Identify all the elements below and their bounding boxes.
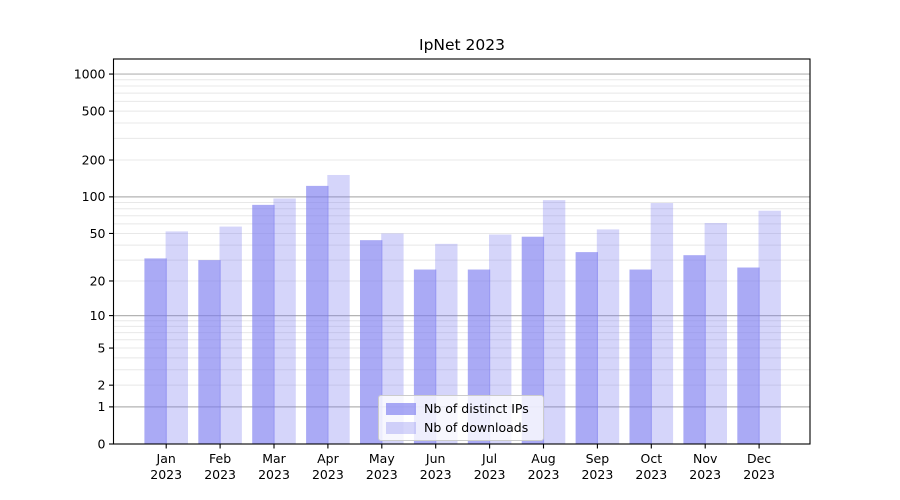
bar-nb-of-downloads-sep [596, 229, 620, 444]
y-tick-label: 10 [90, 308, 106, 323]
legend-swatch-distinct-ips [386, 402, 416, 415]
x-tick-label-month: Feb [209, 451, 231, 466]
chart-title: IpNet 2023 [419, 36, 505, 54]
bar-nb-of-distinct-ips-feb [198, 260, 221, 444]
legend-label-downloads: Nb of downloads [424, 420, 529, 435]
bar-nb-of-distinct-ips-mar [252, 204, 275, 444]
x-tick-label-month: Nov [693, 451, 718, 466]
y-tick-label: 1000 [74, 66, 106, 81]
x-tick-label-month: Dec [747, 451, 771, 466]
y-tick-label: 5 [98, 340, 106, 355]
x-tick-label-month: Sep [586, 451, 610, 466]
bar-nb-of-distinct-ips-dec [737, 267, 760, 444]
legend-swatch-downloads [386, 421, 416, 434]
bar-nb-of-downloads-jun [435, 243, 458, 444]
bar-nb-of-downloads-apr [327, 174, 350, 444]
x-tick-label-year: 2023 [420, 467, 452, 482]
bar-nb-of-downloads-nov [704, 223, 727, 444]
bar-nb-of-downloads-dec [758, 210, 781, 444]
x-tick-label-year: 2023 [312, 467, 344, 482]
x-tick-label-month: Jun [425, 451, 446, 466]
x-tick-label-year: 2023 [204, 467, 236, 482]
legend-item-downloads: Nb of downloads [386, 420, 536, 435]
legend-item-distinct-ips: Nb of distinct IPs [386, 401, 536, 416]
bar-nb-of-downloads-mar [273, 198, 296, 444]
x-tick-label-month: Jul [481, 451, 497, 466]
x-tick-label-year: 2023 [743, 467, 775, 482]
bar-nb-of-downloads-jan [165, 231, 188, 444]
bar-nb-of-distinct-ips-aug [521, 236, 545, 444]
x-tick-label-month: Jan [156, 451, 176, 466]
y-tick-label: 200 [82, 152, 106, 167]
x-tick-label-year: 2023 [150, 467, 182, 482]
bar-nb-of-downloads-oct [650, 203, 674, 444]
x-tick-label-month: Oct [640, 451, 662, 466]
x-tick-label-year: 2023 [635, 467, 667, 482]
bar-nb-of-distinct-ips-apr [306, 185, 329, 444]
bar-nb-of-distinct-ips-jan [144, 258, 167, 444]
plot-frame [112, 58, 811, 445]
y-tick-label: 500 [82, 103, 106, 118]
bar-nb-of-downloads-may [381, 233, 404, 444]
y-tick-label: 50 [90, 226, 106, 241]
legend-label-distinct-ips: Nb of distinct IPs [424, 401, 529, 416]
y-tick-label: 2 [98, 377, 106, 392]
y-tick-label: 20 [90, 273, 106, 288]
legend: Nb of distinct IPs Nb of downloads [378, 395, 544, 441]
x-tick-label-month: May [369, 451, 395, 466]
x-tick-label-year: 2023 [689, 467, 721, 482]
x-tick-label-year: 2023 [581, 467, 613, 482]
x-tick-label-month: Apr [317, 451, 339, 466]
bar-nb-of-downloads-jul [489, 234, 512, 444]
bar-nb-of-distinct-ips-sep [575, 252, 598, 444]
x-tick-label-year: 2023 [528, 467, 560, 482]
x-tick-label-year: 2023 [474, 467, 506, 482]
x-tick-label-month: Aug [531, 451, 555, 466]
x-tick-label-year: 2023 [366, 467, 398, 482]
x-tick-label-month: Mar [262, 451, 286, 466]
bar-nb-of-downloads-feb [219, 226, 242, 444]
y-tick-label: 100 [82, 189, 106, 204]
bar-nb-of-distinct-ips-may [360, 240, 383, 444]
bar-nb-of-distinct-ips-oct [629, 269, 652, 444]
y-tick-label: 1 [98, 399, 106, 414]
bar-nb-of-downloads-aug [542, 200, 566, 444]
y-tick-label: 0 [98, 436, 106, 451]
bar-nb-of-distinct-ips-nov [683, 255, 706, 444]
x-tick-label-year: 2023 [258, 467, 290, 482]
